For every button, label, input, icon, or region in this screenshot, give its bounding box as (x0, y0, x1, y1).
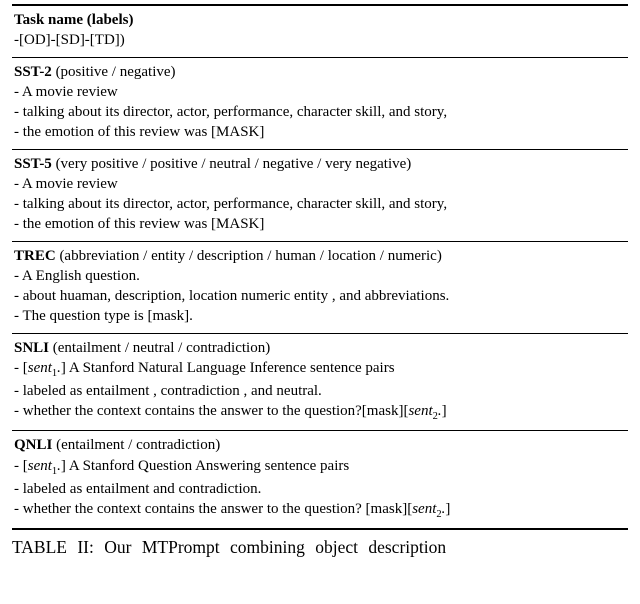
task-line: - [sent1.] A Stanford Natural Language I… (14, 358, 626, 381)
task-line: - [sent1.] A Stanford Question Answering… (14, 456, 626, 479)
task-labels: (entailment / neutral / contradiction) (49, 340, 270, 356)
task-section: SST-5 (very positive / positive / neutra… (12, 150, 628, 242)
task-line: - labeled as entailment and contradictio… (14, 479, 626, 499)
task-section: SNLI (entailment / neutral / contradicti… (12, 334, 628, 432)
task-line: - the emotion of this review was [MASK] (14, 122, 626, 142)
task-title-line: SST-2 (positive / negative) (14, 62, 626, 82)
task-line: - A English question. (14, 266, 626, 286)
task-line: - A movie review (14, 82, 626, 102)
task-line: - whether the context contains the answe… (14, 499, 626, 522)
task-labels: (positive / negative) (52, 64, 176, 80)
task-title-line: TREC (abbreviation / entity / descriptio… (14, 246, 626, 266)
table-container: Task name (labels) -[OD]-[SD]-[TD]) SST-… (0, 0, 640, 530)
task-line: - talking about its director, actor, per… (14, 194, 626, 214)
task-title-line: QNLI (entailment / contradiction) (14, 435, 626, 455)
task-line: - the emotion of this review was [MASK] (14, 214, 626, 234)
task-section: SST-2 (positive / negative)- A movie rev… (12, 58, 628, 150)
task-line: - talking about its director, actor, per… (14, 102, 626, 122)
table-header: Task name (labels) -[OD]-[SD]-[TD]) (12, 4, 628, 58)
task-line: - labeled as entailment , contradiction … (14, 381, 626, 401)
task-section: QNLI (entailment / contradiction)- [sent… (12, 431, 628, 530)
task-labels: (abbreviation / entity / description / h… (56, 248, 442, 264)
task-labels: (very positive / positive / neutral / ne… (52, 156, 411, 172)
task-line: - whether the context contains the answe… (14, 401, 626, 424)
task-line: - about huaman, description, location nu… (14, 286, 626, 306)
task-name: SST-2 (14, 64, 52, 80)
table-body: SST-2 (positive / negative)- A movie rev… (12, 58, 628, 531)
task-name: SST-5 (14, 156, 52, 172)
header-sub: -[OD]-[SD]-[TD]) (14, 30, 626, 50)
table-caption: TABLE II: Our MTPrompt combining object … (0, 530, 640, 560)
task-name: TREC (14, 248, 56, 264)
task-labels: (entailment / contradiction) (52, 437, 220, 453)
task-name: QNLI (14, 437, 52, 453)
task-section: TREC (abbreviation / entity / descriptio… (12, 242, 628, 334)
header-title: Task name (labels) (14, 12, 133, 28)
task-line: - The question type is [mask]. (14, 306, 626, 326)
task-line: - A movie review (14, 174, 626, 194)
task-name: SNLI (14, 340, 49, 356)
task-title-line: SST-5 (very positive / positive / neutra… (14, 154, 626, 174)
task-title-line: SNLI (entailment / neutral / contradicti… (14, 338, 626, 358)
